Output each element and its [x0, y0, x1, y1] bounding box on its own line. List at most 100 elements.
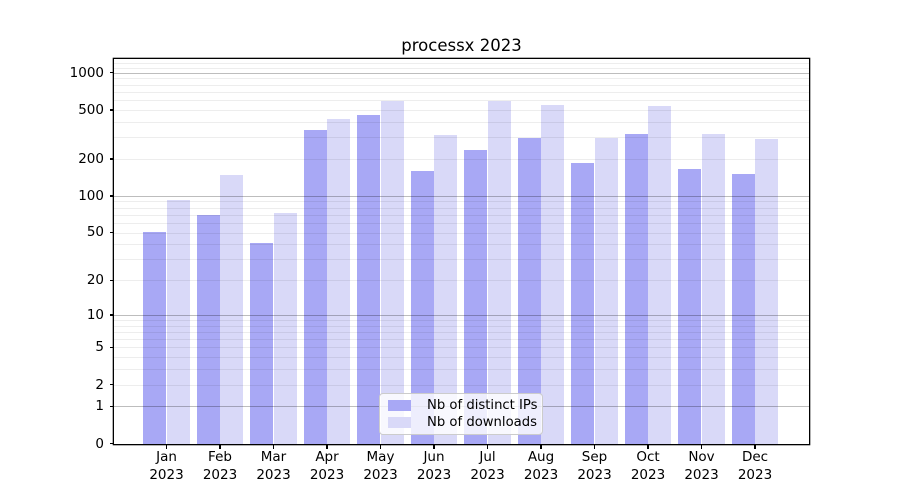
x-tick-mark [379, 445, 382, 449]
gridline-major [114, 72, 809, 74]
bar-nb-of-distinct-ips-may-2023 [357, 115, 381, 444]
y-tick-mark [109, 72, 114, 74]
bar-nb-of-distinct-ips-dec-2023 [731, 174, 755, 444]
bar-nb-of-distinct-ips-apr-2023 [303, 129, 327, 444]
gridline-minor [114, 325, 809, 327]
gridline-minor [114, 207, 809, 209]
y-tick-label: 1 [95, 398, 104, 415]
x-tick-mark [272, 445, 275, 449]
bar-nb-of-downloads-dec-2023 [755, 139, 779, 444]
bar-nb-of-downloads-nov-2023 [701, 133, 725, 444]
x-tick-label: Dec 2023 [737, 449, 773, 483]
x-tick-label: Nov 2023 [684, 449, 719, 483]
x-tick-mark [219, 445, 221, 449]
x-tick-mark [540, 445, 542, 449]
x-tick-label: Sep 2023 [577, 449, 612, 483]
plot-area [114, 59, 809, 444]
bar-nb-of-distinct-ips-oct-2023 [624, 133, 648, 444]
y-tick-label: 0 [95, 435, 104, 452]
y-tick-mark [109, 346, 114, 349]
y-tick-label: 200 [78, 150, 104, 167]
bar-nb-of-downloads-sep-2023 [594, 137, 618, 444]
gridline-minor [114, 232, 809, 234]
y-tick-mark [109, 158, 114, 160]
y-tick-label: 10 [86, 306, 104, 323]
gridline-minor [114, 201, 809, 203]
gridline-minor [114, 347, 809, 349]
legend-item-downloads: Nb of downloads [388, 415, 537, 430]
legend-item-distinct-ips: Nb of distinct IPs [388, 398, 538, 413]
bar-nb-of-distinct-ips-jun-2023 [410, 170, 434, 444]
gridline-major [114, 195, 809, 197]
x-tick-label: May 2023 [363, 449, 398, 483]
y-tick-label: 100 [78, 187, 104, 204]
x-tick-mark [326, 445, 328, 449]
x-tick-label: Jun 2023 [416, 449, 452, 483]
bar-nb-of-distinct-ips-sep-2023 [571, 163, 595, 444]
gridline-major [114, 314, 809, 316]
y-tick-label: 1000 [69, 64, 104, 81]
gridline-minor [114, 121, 809, 123]
bar-nb-of-downloads-feb-2023 [220, 174, 244, 444]
gridline-minor [114, 280, 809, 282]
bar-nb-of-downloads-aug-2023 [541, 104, 565, 444]
bar-nb-of-downloads-jan-2023 [166, 199, 190, 444]
gridline-minor [114, 339, 809, 341]
gridline-minor [114, 158, 809, 160]
x-tick-mark [700, 445, 703, 449]
y-tick-mark [109, 109, 114, 111]
bar-nb-of-downloads-oct-2023 [648, 106, 672, 444]
bar-nb-of-distinct-ips-aug-2023 [517, 138, 541, 444]
x-tick-mark [647, 445, 649, 449]
gridline-minor [114, 357, 809, 359]
bar-nb-of-distinct-ips-jul-2023 [464, 149, 488, 444]
bar-nb-of-distinct-ips-mar-2023 [250, 242, 274, 444]
x-tick-label: Jan 2023 [149, 449, 184, 483]
legend: Nb of distinct IPs Nb of downloads [379, 393, 543, 435]
gridline-minor [114, 62, 809, 64]
y-tick-mark [109, 231, 114, 234]
x-tick-mark [486, 445, 489, 449]
bar-nb-of-downloads-may-2023 [380, 101, 404, 444]
x-tick-label: Aug 2023 [523, 449, 559, 483]
gridline-minor [114, 319, 809, 321]
x-tick-label: Feb 2023 [202, 449, 238, 483]
gridline-minor [114, 331, 809, 333]
y-tick-label: 20 [86, 272, 104, 289]
y-tick-label: 50 [86, 224, 104, 241]
gridline-minor [114, 369, 809, 371]
gridline-minor [114, 78, 809, 80]
gridline-minor [114, 244, 809, 246]
gridline-minor [114, 100, 809, 102]
x-tick-mark [754, 445, 756, 449]
x-tick-label: Jul 2023 [470, 449, 505, 483]
legend-swatch-downloads-icon [388, 417, 411, 428]
legend-label-distinct-ips: Nb of distinct IPs [427, 398, 538, 413]
y-tick-label: 2 [95, 376, 104, 393]
gridline-minor [114, 222, 809, 224]
legend-swatch-distinct-ips-icon [388, 400, 411, 411]
y-tick-mark [109, 405, 114, 407]
bar-nb-of-downloads-jul-2023 [487, 100, 511, 444]
y-tick-mark [109, 279, 114, 281]
x-tick-mark [433, 445, 435, 449]
y-tick-mark [109, 195, 114, 197]
gridline-minor [114, 67, 809, 69]
gridline-minor [114, 137, 809, 139]
x-tick-label: Mar 2023 [256, 449, 291, 483]
gridline-minor [114, 259, 809, 261]
y-tick-label: 5 [95, 339, 104, 356]
gridline-minor [114, 384, 809, 386]
gridline-minor [114, 109, 809, 111]
y-tick-label: 500 [78, 101, 104, 118]
x-tick-label: Apr 2023 [309, 449, 345, 483]
x-tick-mark [165, 445, 168, 449]
x-tick-mark [593, 445, 596, 449]
bar-nb-of-downloads-apr-2023 [327, 118, 351, 444]
x-tick-label: Oct 2023 [630, 449, 666, 483]
gridline-minor [114, 84, 809, 86]
y-tick-mark [109, 314, 114, 316]
bar-nb-of-downloads-mar-2023 [273, 213, 297, 444]
chart-title: processx 2023 [401, 36, 522, 55]
